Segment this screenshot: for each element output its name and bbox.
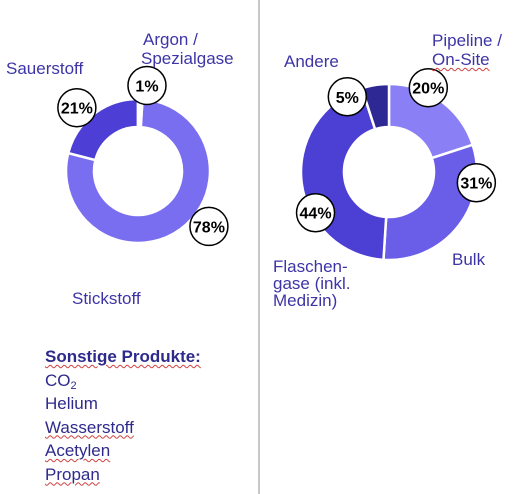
value-badge-flaschengase-inkl-medizin (295, 192, 336, 233)
product-co2: CO2 (45, 369, 201, 393)
value-badge-sauerstoff (57, 87, 97, 128)
label-pipeline: Pipeline / On-Site (432, 31, 502, 69)
label-argon: Argon / Spezialgase (141, 30, 234, 68)
label-bulk: Bulk (452, 250, 486, 269)
value-label-stickstoff: 78% (193, 219, 225, 236)
product-acetylen: Acetylen (45, 441, 111, 460)
label-stickstoff: Stickstoff (72, 289, 141, 308)
label-sauerstoff: Sauerstoff (6, 59, 84, 78)
label-flaschen-line1: Flaschen- (273, 257, 348, 276)
label-flaschengase: Flaschen- gase (inkl. Medizin) (273, 258, 350, 309)
value-badge-bulk (456, 162, 497, 203)
value-badge-pipeline-on-site (408, 67, 449, 108)
label-pipeline-line1: Pipeline / (432, 31, 502, 50)
product-co2-base: CO (45, 370, 71, 390)
label-flaschen-line2: gase (inkl. (273, 274, 351, 293)
other-products-list: Sonstige Produkte: CO2 Helium Wasserstof… (45, 345, 201, 486)
value-label-pipeline-on-site: 20% (412, 81, 444, 98)
value-badge-andere (327, 77, 368, 117)
donut-hole-2 (344, 127, 434, 217)
value-badge-argon-spezialgase (127, 65, 167, 106)
label-andere: Andere (284, 52, 339, 71)
products-heading: Sonstige Produkte: (45, 347, 201, 366)
product-helium: Helium (45, 394, 98, 413)
value-label-andere: 5% (336, 90, 359, 107)
panel-divider (258, 0, 260, 494)
value-label-bulk: 31% (460, 176, 492, 193)
value-label-argon-spezialgase: 1% (135, 78, 158, 95)
donut-hole-1 (94, 127, 182, 215)
slice-stickstoff (64, 97, 212, 245)
label-argon-line1: Argon / (143, 30, 198, 49)
value-label-flaschengase-inkl-medizin: 44% (300, 206, 332, 223)
product-wasserstoff: Wasserstoff (45, 417, 134, 437)
label-flaschen-line3: Medizin) (273, 291, 338, 310)
label-pipeline-line2: On-Site (432, 50, 490, 69)
value-badge-stickstoff (189, 206, 229, 247)
product-propan: Propan (45, 464, 100, 484)
value-label-sauerstoff: 21% (61, 101, 93, 118)
label-argon-line2: Spezialgase (141, 49, 234, 68)
product-co2-sub: 2 (70, 379, 77, 392)
